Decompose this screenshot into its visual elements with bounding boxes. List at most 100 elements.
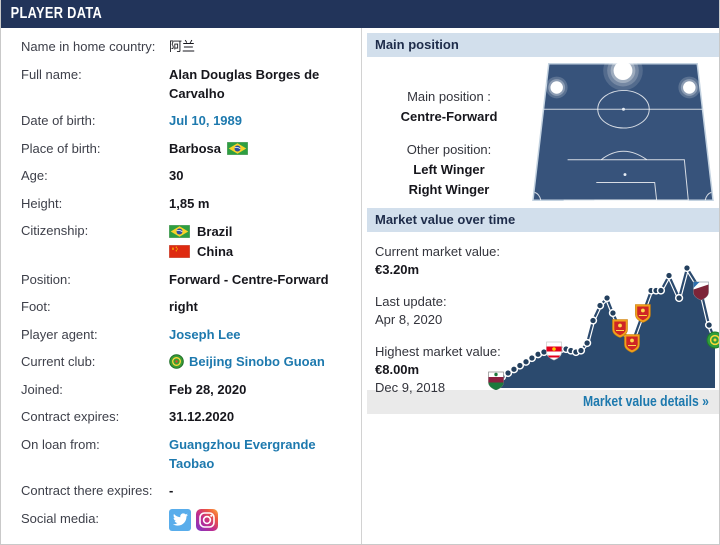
info-value-link[interactable]: Guangzhou Evergrande Taobao <box>169 436 316 471</box>
other-position-value-1: Left Winger <box>413 162 485 177</box>
other-position-value-2: Right Winger <box>408 182 490 197</box>
main-position-value: Centre-Forward <box>400 109 498 124</box>
chart-data-point <box>515 361 525 370</box>
centre-spot <box>622 107 625 111</box>
info-row: Contract expires: 31.12.2020 <box>21 407 361 426</box>
main-position-box: Main position Main position : Centre-For… <box>367 33 719 205</box>
chart-data-point <box>576 346 586 355</box>
highest-market-value-amount: €8.00m <box>375 362 420 377</box>
main-position-text: Main position : Centre-Forward Other pos… <box>367 57 531 205</box>
info-label: On loan from: <box>21 436 100 452</box>
guangzhou-evergrande-crest-icon <box>635 304 651 323</box>
page-title: PLAYER DATA <box>10 5 103 22</box>
instagram-camera-icon <box>199 511 215 528</box>
info-value-link[interactable]: Jul 10, 1989 <box>169 113 242 128</box>
citizenship-name: China <box>197 243 234 259</box>
info-value: Feb 28, 2020 <box>169 380 354 399</box>
info-row: Citizenship: Brazil China <box>21 221 361 261</box>
info-row: Full name: Alan Douglas Borges de Carvalh… <box>21 65 361 103</box>
market-value-footer: Market value details » <box>367 390 719 414</box>
chart-data-point <box>582 338 592 348</box>
info-value: 1,85 m <box>169 194 354 213</box>
info-value-text: Feb 28, 2020 <box>169 381 247 397</box>
info-value-text: 30 <box>169 168 184 183</box>
highest-market-value-date: Dec 9, 2018 <box>375 380 446 395</box>
info-row: Player agent: Joseph Lee <box>21 325 361 344</box>
pitch-diagram <box>531 57 719 205</box>
main-position-content: Main position : Centre-Forward Other pos… <box>367 57 719 205</box>
info-label: Position: <box>21 271 71 287</box>
info-label: Foot: <box>21 299 51 314</box>
twitter-bird-icon <box>172 513 188 526</box>
centre-circle <box>597 89 650 129</box>
info-label: Place of birth: <box>21 140 101 156</box>
corner-arc-left <box>534 191 542 201</box>
info-value: Guangzhou Evergrande Taobao <box>169 435 354 473</box>
citizenship-brazil: Brazil <box>169 221 354 241</box>
chart-data-point <box>664 271 674 280</box>
guangzhou-evergrande-crest-icon <box>624 334 640 353</box>
info-label: Player agent: <box>21 326 98 342</box>
brazil-flag-icon <box>169 224 190 238</box>
info-value-text: - <box>169 483 174 498</box>
info-value: Beijing Sinobo Guoan <box>169 352 354 371</box>
red-bull-salzburg-crest-icon <box>546 341 562 361</box>
info-value: Forward - Centre-Forward <box>169 270 354 289</box>
info-value: 30 <box>169 166 354 185</box>
info-value: - <box>169 481 354 500</box>
china-flag-icon <box>169 244 190 258</box>
current-market-value: Current market value: €3.20m <box>375 243 501 279</box>
fluminense-crest-icon <box>488 371 504 390</box>
info-row: Contract there expires: - <box>21 481 361 500</box>
chart-data-point <box>588 316 598 325</box>
info-row: Height: 1,85 m <box>21 194 361 213</box>
right-panel: Main position Main position : Centre-For… <box>367 28 719 414</box>
market-value-content: Current market value: €3.20m Last update… <box>367 232 719 395</box>
info-row: Foot: right <box>21 297 361 316</box>
chart-data-point <box>595 301 605 310</box>
right-winger-marker-icon <box>678 76 701 99</box>
tianjin-tianhai-crest-icon <box>693 281 709 301</box>
info-row: Social media: <box>21 508 361 531</box>
chart-data-point <box>521 357 531 366</box>
info-row: Age: 30 <box>21 166 361 185</box>
info-value-text: Forward - Centre-Forward <box>169 271 329 287</box>
chart-data-point <box>682 263 692 273</box>
social-media-icons <box>169 508 354 531</box>
current-market-value-amount: €3.20m <box>375 262 420 277</box>
info-label: Full name: <box>21 66 82 82</box>
twitter-icon[interactable] <box>169 508 191 531</box>
info-label: Citizenship: <box>21 223 89 238</box>
player-info-list: Name in home country: 阿兰 Full name: Alan Do… <box>21 37 361 531</box>
info-value: Jul 10, 1989 <box>169 111 354 130</box>
highest-market-value-label: Highest market value: <box>375 344 501 359</box>
current-club-link[interactable]: Beijing Sinobo Guoan <box>189 354 325 369</box>
info-label: Age: <box>21 168 48 183</box>
main-position-title: Main position <box>367 33 719 57</box>
chart-data-point <box>608 308 618 318</box>
penalty-arc <box>600 150 648 161</box>
market-value-chart <box>488 263 719 390</box>
info-value: Barbosa <box>169 139 354 158</box>
pitch-svg <box>532 59 714 202</box>
chart-data-point <box>509 365 519 374</box>
market-value-details-link[interactable]: Market value details » <box>583 394 709 410</box>
brazil-flag-icon <box>226 141 249 155</box>
player-data-header: PLAYER DATA <box>1 0 719 28</box>
info-row: Current club: Beijing Sinobo Guoan <box>21 352 361 371</box>
info-value-text: 31.12.2020 <box>169 409 235 424</box>
corner-arc-right <box>704 191 712 201</box>
citizenship-china: China <box>169 241 354 261</box>
current-market-value-label: Current market value: <box>375 244 500 259</box>
penalty-spot <box>623 173 627 177</box>
last-update: Last update: Apr 8, 2020 <box>375 293 501 329</box>
info-value-link[interactable]: Joseph Lee <box>169 326 241 342</box>
highest-market-value: Highest market value: €8.00m Dec 9, 2018 <box>375 343 501 397</box>
info-label: Social media: <box>21 510 100 526</box>
info-value: 31.12.2020 <box>169 407 354 426</box>
chart-data-point <box>656 286 666 295</box>
instagram-icon[interactable] <box>196 508 218 531</box>
info-label: Current club: <box>21 354 96 369</box>
info-value-text: Alan Douglas Borges de Carvalho <box>169 66 320 101</box>
info-value <box>169 508 354 531</box>
